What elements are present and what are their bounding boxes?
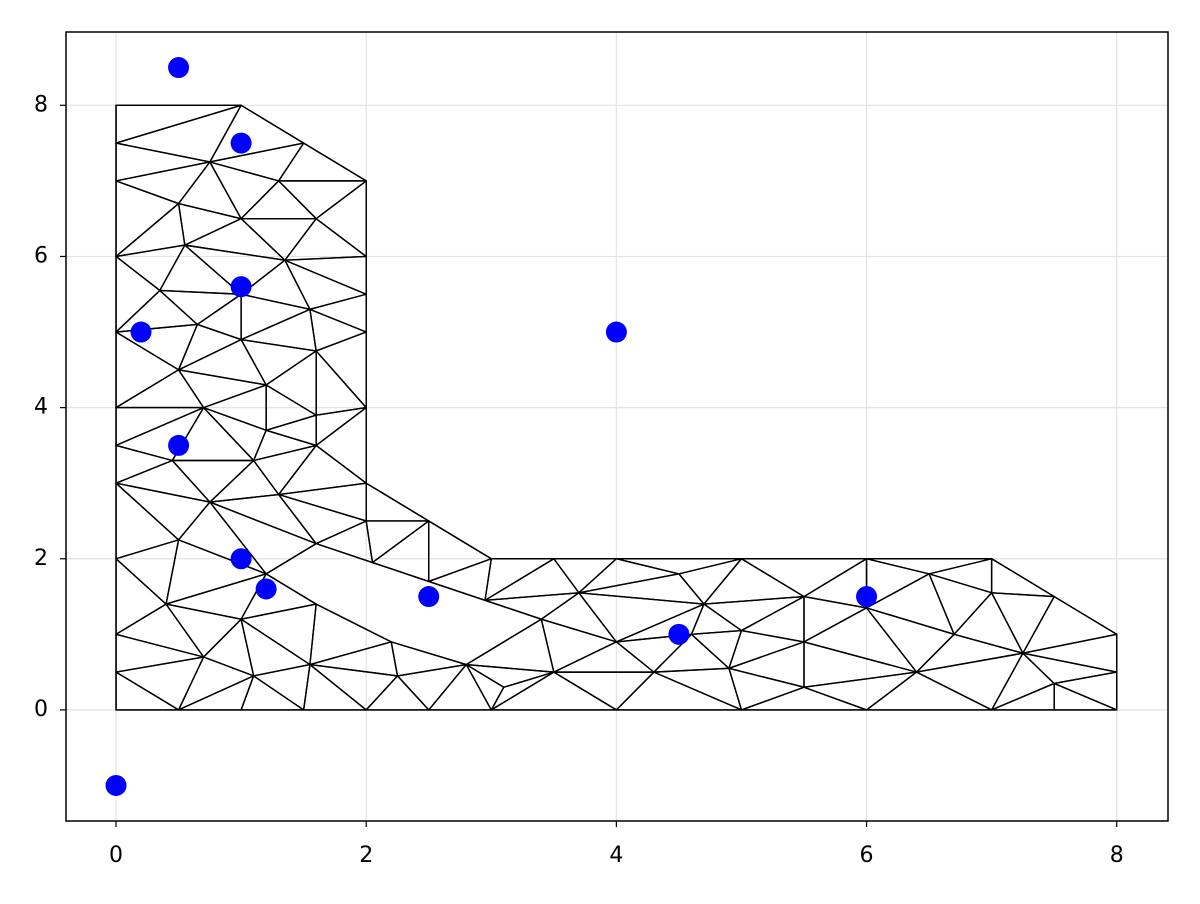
y-tick-label: 4	[34, 395, 48, 420]
y-tick-label: 8	[34, 92, 48, 117]
mesh-triangle	[309, 663, 399, 711]
point	[418, 586, 440, 608]
point	[168, 434, 190, 456]
point	[605, 321, 627, 343]
y-tick-label: 6	[34, 243, 48, 268]
plot-frame	[65, 31, 1169, 822]
mesh	[115, 104, 1118, 711]
mesh-triangle	[465, 663, 555, 688]
x-tick-label: 2	[359, 843, 373, 868]
point	[230, 132, 252, 154]
x-tick-label: 8	[1110, 843, 1124, 868]
mesh-hole	[264, 542, 543, 666]
x-tick-label: 6	[860, 843, 874, 868]
mesh-triangle	[252, 663, 311, 711]
point	[168, 57, 190, 79]
point	[230, 548, 252, 570]
point	[130, 321, 152, 343]
mesh-triangle	[690, 629, 743, 670]
point	[230, 276, 252, 298]
y-tick-label: 2	[34, 546, 48, 571]
point	[668, 623, 690, 645]
point	[856, 586, 878, 608]
mesh-triangle	[578, 573, 705, 605]
mesh-triangle	[1022, 652, 1118, 685]
axes: 0 2 4 6 8 0 2 4 6 8	[34, 92, 1124, 868]
point	[105, 774, 127, 796]
plot-area	[66, 32, 1168, 821]
x-tick-label: 4	[609, 843, 623, 868]
mesh-boundary	[115, 104, 1118, 711]
points	[105, 57, 878, 796]
point	[255, 578, 277, 600]
x-tick-label: 0	[109, 843, 123, 868]
y-tick-label: 0	[34, 697, 48, 722]
mesh-triangle	[928, 573, 993, 636]
